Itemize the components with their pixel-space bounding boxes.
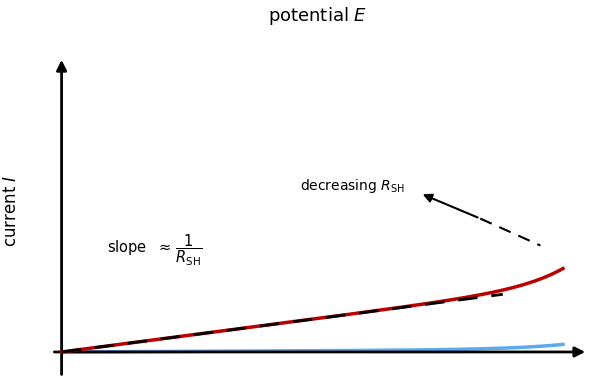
Text: current $I$: current $I$ — [2, 175, 20, 247]
Text: decreasing $R_\mathrm{SH}$: decreasing $R_\mathrm{SH}$ — [300, 177, 405, 195]
Text: potential $E$: potential $E$ — [268, 5, 367, 27]
Text: slope  $\approx\,\dfrac{1}{R_\mathrm{SH}}$: slope $\approx\,\dfrac{1}{R_\mathrm{SH}}… — [107, 233, 202, 269]
